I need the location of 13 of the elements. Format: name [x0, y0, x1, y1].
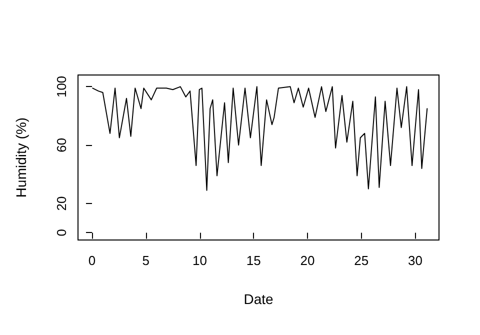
x-axis-title: Date — [244, 291, 274, 307]
y-tick-label: 0 — [54, 229, 69, 236]
x-tick-label: 5 — [142, 253, 150, 268]
x-tick-label: 30 — [408, 253, 423, 268]
y-tick-label: 100 — [54, 76, 69, 98]
y-tick-label: 60 — [54, 138, 69, 152]
y-axis-title: Humidity (%) — [13, 117, 29, 198]
x-tick-label: 10 — [192, 253, 208, 268]
x-tick-label: 20 — [300, 253, 315, 268]
x-tick-label: 15 — [246, 253, 261, 268]
y-tick-label: 20 — [54, 196, 69, 211]
x-tick-label: 0 — [88, 253, 96, 268]
x-tick-label: 25 — [354, 253, 369, 268]
